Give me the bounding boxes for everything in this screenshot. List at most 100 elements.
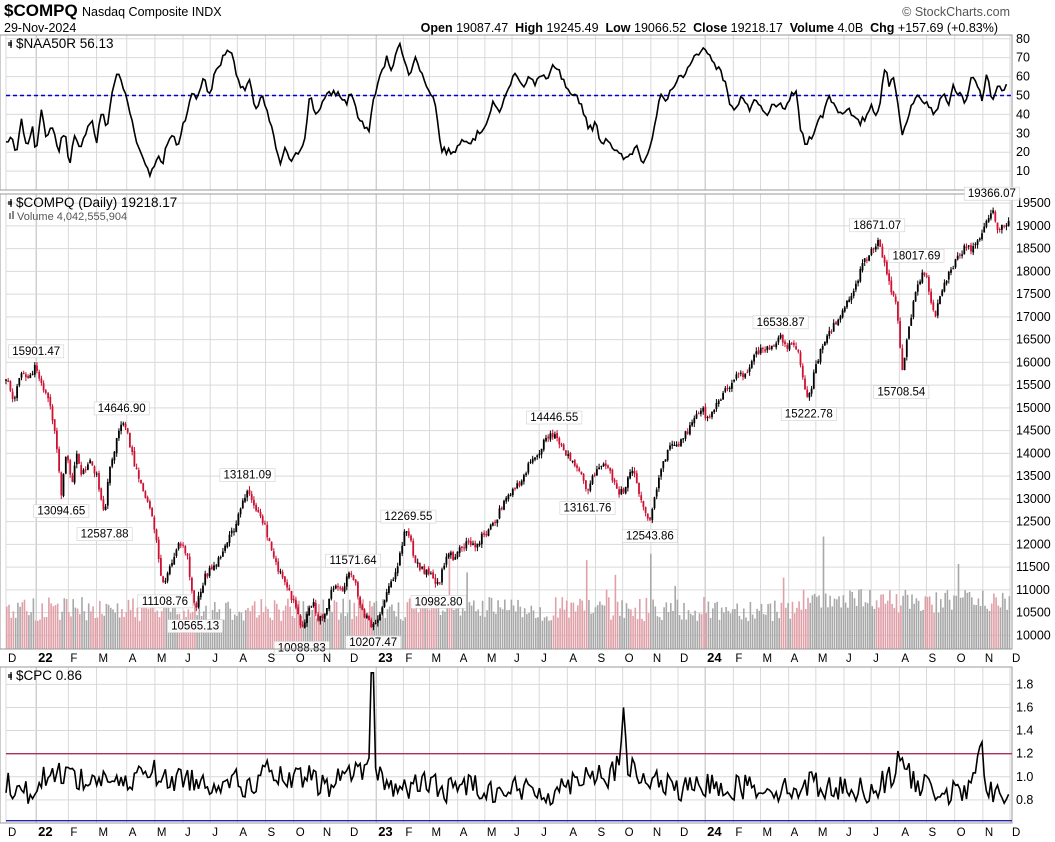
candle-body — [144, 491, 147, 498]
candlestick-legend-icon — [8, 199, 12, 207]
volume-bar — [333, 600, 336, 649]
volume-bar — [526, 614, 528, 649]
volume-bar — [968, 592, 971, 649]
candle-body — [22, 372, 25, 374]
volume-bar — [59, 619, 61, 649]
ohlc-summary: Open 19087.47 High 19245.49 Low 19066.52… — [421, 21, 998, 35]
compq-ytick-5: 17000 — [1016, 310, 1051, 324]
volume-bar — [758, 610, 761, 649]
candle-body — [352, 575, 355, 581]
candle-body — [651, 509, 654, 521]
volume-bar — [30, 612, 32, 649]
candle-body — [450, 552, 452, 556]
candle-body — [742, 373, 744, 378]
candle-body — [578, 468, 581, 471]
volume-bar — [41, 603, 43, 649]
candle-body — [264, 523, 266, 525]
candle-body — [290, 591, 293, 600]
volume-bar — [982, 590, 984, 649]
candle-body — [339, 587, 342, 589]
volume-bar — [300, 615, 302, 649]
candle-body — [301, 624, 304, 627]
volume-bar — [791, 601, 794, 649]
candle-body — [215, 565, 218, 567]
volume-bar — [612, 615, 614, 649]
volume-bar — [720, 607, 723, 649]
candle-body — [496, 519, 499, 524]
candle-body — [596, 469, 598, 476]
candle-body — [916, 284, 919, 292]
volume-bar — [769, 603, 772, 649]
candle-body — [151, 508, 153, 517]
volume-bar — [45, 617, 48, 649]
candle-body — [126, 428, 129, 433]
candle-body — [536, 455, 539, 458]
volume-bar — [56, 603, 59, 649]
candle-body — [655, 489, 658, 497]
candle-body — [950, 269, 952, 273]
volume-bar — [267, 608, 269, 649]
volume-bar — [940, 599, 942, 649]
volume-bar — [504, 599, 506, 649]
cpc-ytick-4: 1.0 — [1016, 770, 1033, 784]
volume-bar — [824, 593, 827, 649]
volume-bar — [953, 595, 955, 649]
candle-body — [421, 567, 423, 569]
candle-body — [51, 406, 54, 421]
candle-body — [75, 453, 78, 465]
candle-body — [627, 477, 629, 488]
annotation-box-8 — [325, 553, 381, 568]
candles — [5, 207, 1010, 631]
candle-body — [638, 482, 640, 494]
volume-bar — [610, 619, 612, 649]
volume-bar — [309, 616, 311, 649]
volume-bar — [346, 612, 349, 649]
cpc-ytick-3: 1.2 — [1016, 747, 1033, 761]
candle-body — [230, 530, 233, 534]
volume-bar — [331, 611, 333, 649]
candle-body — [321, 615, 324, 618]
candle-body — [897, 302, 899, 321]
annotation-box-11 — [410, 594, 467, 609]
candle-body — [137, 470, 140, 479]
volume-bar — [816, 596, 818, 649]
candle-body — [379, 614, 381, 621]
candle-body — [589, 483, 592, 491]
volume-bar — [25, 611, 28, 649]
brand-watermark[interactable]: © StockCharts.com — [902, 5, 1010, 19]
candle-body — [970, 245, 972, 252]
candle-body — [383, 600, 386, 607]
candle-body — [837, 319, 840, 326]
candle-body — [295, 599, 297, 608]
naa50r-ytick-1: 70 — [1016, 51, 1030, 65]
volume-bar — [377, 615, 380, 649]
volume-bar — [19, 606, 21, 649]
volume-bar — [703, 597, 705, 649]
volume-label: Volume — [789, 21, 834, 35]
volume-bar — [639, 599, 641, 649]
candle-body — [990, 213, 992, 219]
candle-body — [748, 367, 751, 372]
candle-body — [824, 342, 826, 346]
candle-body — [963, 245, 966, 255]
volume-bar — [433, 606, 435, 649]
volume-bar — [72, 599, 74, 649]
volume-bar — [384, 617, 387, 649]
candle-body — [168, 566, 171, 575]
x-axis-main-tick-25: 24 — [707, 650, 722, 665]
candle-body — [877, 240, 879, 246]
volume-bar — [623, 617, 626, 649]
candle-body — [744, 373, 747, 378]
volume-bar — [481, 600, 484, 649]
candle-body — [171, 563, 173, 566]
candle-body — [717, 400, 720, 404]
volume-bar — [156, 610, 159, 649]
volume-bar — [632, 615, 634, 649]
candle-body — [381, 607, 384, 614]
annotation-box-2 — [33, 504, 90, 518]
volume-bar — [165, 598, 167, 649]
annotation-box-20 — [963, 186, 1020, 201]
volume-legend-label: Volume 4,042,555,904 — [17, 211, 127, 223]
annotation-box-6 — [167, 619, 224, 633]
volume-legend-icon-b — [12, 211, 14, 219]
